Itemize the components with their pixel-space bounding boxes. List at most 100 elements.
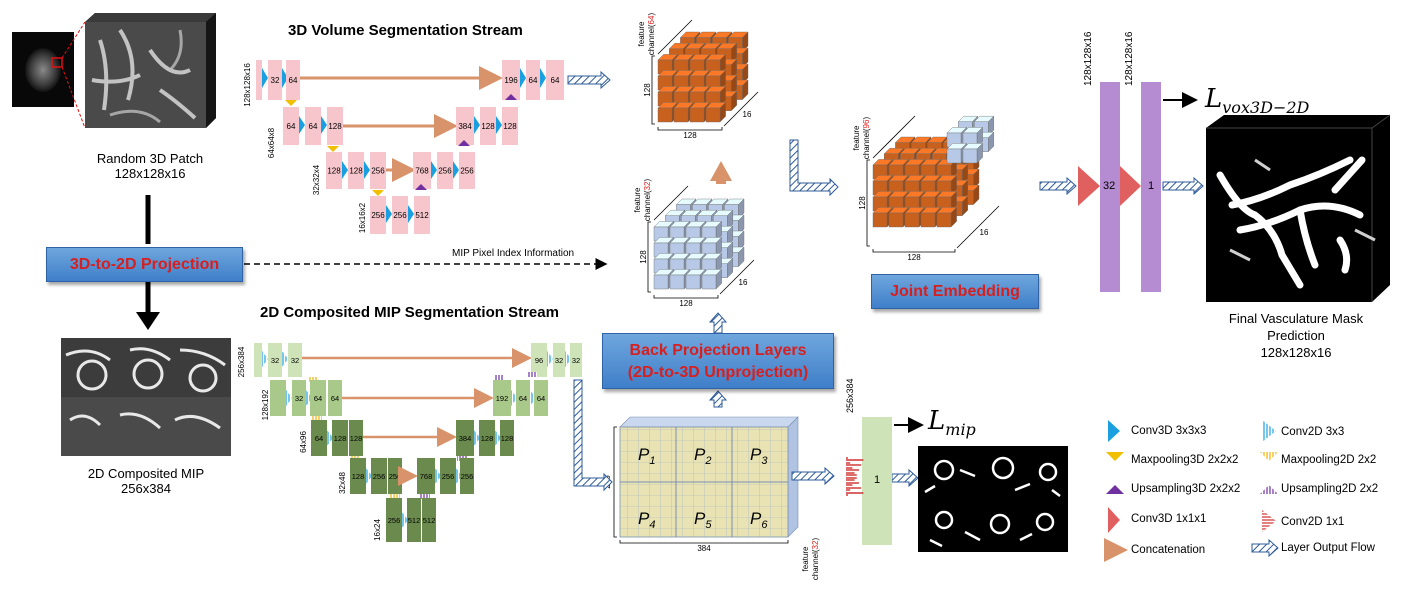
cube96-channel-word: feature	[852, 125, 861, 150]
volume-l2-b6-label: 128	[503, 122, 517, 131]
mipgrid-channel-num: 32	[811, 540, 820, 549]
cube96-bracket-c	[872, 115, 916, 159]
cube64-channel-prefix: channel(	[647, 24, 656, 55]
composited-mip-image	[61, 338, 231, 456]
volume-l3-pool	[372, 190, 384, 196]
mipgrid-cell-p: P	[638, 509, 650, 528]
volume-l3-conv-a	[342, 161, 348, 179]
mip-level3-size: 64x96	[299, 431, 308, 453]
mipgrid-cell-idx: 3	[761, 455, 768, 467]
cube64-width: 128	[683, 131, 697, 140]
cube-96b	[946, 115, 995, 164]
final-layer2-channels: 1	[1148, 180, 1155, 192]
legend-upsample2d: Upsampling2D 2x2	[1281, 483, 1379, 495]
volume-l3-b3-block	[370, 152, 386, 189]
volume-unet: 128x128x16 64x64x8 32x32x4 16x16x2 32 64 196 64…	[243, 60, 564, 234]
mipgrid-channel-word: feature	[801, 546, 810, 571]
mip-l2-conv-d	[530, 390, 536, 406]
mip-l2-b6-label: 64	[537, 394, 545, 403]
mip-l3-b1-label: 64	[315, 434, 323, 443]
cube64-channel: channel(64)	[647, 13, 656, 56]
cube64-bracket-d	[723, 91, 759, 127]
mipgrid-cell-2: P2	[694, 445, 711, 467]
back-projection-line2: (2D-to-3D Unprojection)	[627, 364, 809, 381]
volume-l1-b5-label: 64	[551, 76, 560, 85]
cube-64-c-front	[673, 107, 689, 123]
final-prediction-image	[1206, 114, 1391, 302]
mip-l4-b5-label: 256	[442, 472, 455, 481]
mip-l1-up	[527, 372, 537, 377]
mip-l2-conv-b	[306, 390, 312, 406]
cube32-bracket-h	[647, 221, 651, 293]
volume-l2-b2-label: 64	[309, 122, 318, 131]
joint-embedding-box: Joint Embedding	[871, 274, 1039, 309]
mip-caption-size: 256x384	[121, 481, 171, 496]
final-caption: Final Vasculature Mask Prediction 128x12…	[1206, 310, 1386, 361]
cube-64-c-front	[705, 107, 721, 123]
cube32-channel-suffix: )	[643, 179, 652, 182]
cube-32-c-front	[685, 274, 701, 290]
flow-final-to-image	[1162, 176, 1204, 196]
cube64-channel-num: 64	[647, 15, 656, 24]
mip-l3-conv-a	[327, 430, 333, 446]
cube-96b-c-front	[962, 148, 978, 164]
mip-l4-b4-label: 768	[420, 472, 433, 481]
volume-l1-up	[505, 94, 517, 100]
mip-l4-b3-label: 256	[389, 472, 402, 481]
cube96-depth: 16	[980, 228, 989, 237]
mip-l4-b1-label: 128	[352, 472, 365, 481]
cube64-depth: 16	[743, 110, 752, 119]
volume-l3-b2-label: 128	[349, 167, 363, 176]
flow-back-to-cube	[708, 312, 728, 334]
cube96-channel-suffix: )	[862, 117, 871, 120]
mipgrid-cell-p: P	[694, 509, 706, 528]
cube-64-c-front	[689, 107, 705, 123]
mip-l3-b3-block	[349, 420, 363, 456]
mip-output-channels: 1	[874, 474, 881, 486]
cube-64	[657, 31, 749, 123]
legend-maxpool2d-symbol	[1260, 452, 1278, 461]
mip-l2-b3-block	[328, 380, 342, 416]
volume-l1-conv-c	[520, 68, 526, 88]
volume-l1-input	[256, 60, 262, 100]
legend-conv2d1-symbol	[1262, 510, 1276, 532]
cube32-channel: channel(32)	[643, 179, 652, 222]
mip-l3-b4-label: 384	[459, 434, 472, 443]
mipgrid-channel: channel(32)	[811, 538, 820, 581]
mip-l2-b1-label: 32	[295, 394, 303, 403]
flow-joint-to-final	[1039, 176, 1077, 196]
mipgrid-bracket-w	[619, 540, 789, 544]
mip-loss-subscript: mip	[945, 420, 976, 440]
mip-l1-conv-b	[282, 351, 288, 367]
volume-l3-b4-block	[413, 152, 431, 189]
final-caption-line3: 128x128x16	[1260, 345, 1332, 360]
mip-l3-b1-block	[311, 420, 327, 456]
mip-level4-size: 32x48	[338, 472, 347, 494]
patch-caption-name: Random 3D Patch	[96, 151, 204, 166]
volume-l4-b2-block	[392, 196, 408, 234]
volume-l2-conv-a	[299, 116, 305, 134]
volume-l3-b5-block	[437, 152, 453, 189]
mip-l4-up	[420, 494, 430, 499]
volume-l1-b4-block	[526, 60, 540, 100]
mip-l3-b2-label: 128	[334, 434, 347, 443]
mip-l2-b5-label: 64	[519, 394, 527, 403]
mip-l4-conv-a	[366, 468, 372, 484]
cube64-bracket-w	[657, 127, 723, 131]
final-caption-line2: Prediction	[1267, 328, 1325, 343]
mip-feature-grid: P1P2P3P4P5P6256384featurechannel(32)	[603, 416, 820, 581]
mip-l3-b4-block	[456, 420, 474, 456]
flow-mipstream-to-grid	[573, 379, 613, 492]
mip-l4-b1-block	[350, 458, 366, 494]
mipgrid-cell-p: P	[638, 445, 650, 464]
legend-maxpool3d-symbol	[1106, 452, 1124, 461]
mip-l5-b3-label: 512	[423, 516, 436, 525]
volume-l2-b4-block	[456, 107, 474, 145]
mip-l2-b6-block	[534, 380, 548, 416]
volume-l4-b2-label: 256	[393, 211, 407, 220]
volume-l2-b6-block	[502, 107, 518, 145]
cube-96a-c-front	[872, 212, 888, 228]
volume-l2-b5-block	[480, 107, 496, 145]
volume-l2-b3-label: 128	[328, 122, 342, 131]
mip-unet: 256x384 128x192 64x96 32x48 16x24 32 32 96 32 32 3…	[237, 343, 582, 542]
